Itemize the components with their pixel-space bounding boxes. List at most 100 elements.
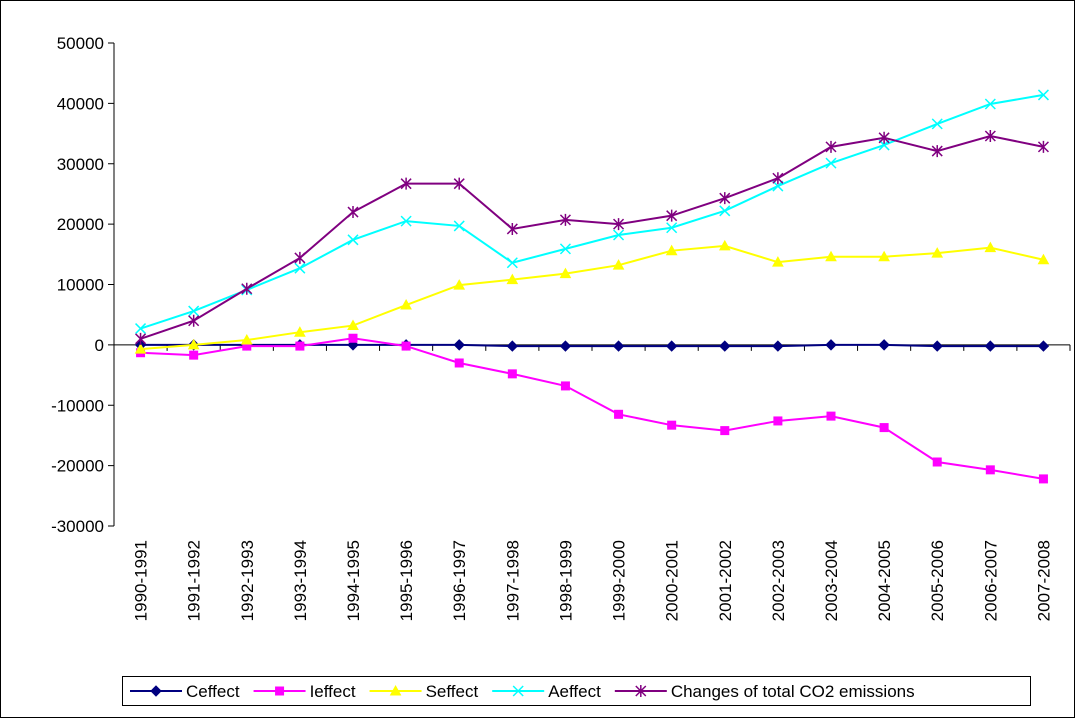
series-line <box>140 134 1044 340</box>
data-point <box>559 213 571 226</box>
data-point <box>666 222 678 234</box>
data-point <box>294 262 306 274</box>
legend-marker <box>512 685 524 697</box>
legend-label: Ceffect <box>186 682 240 701</box>
data-point <box>719 192 731 205</box>
x-tick-label: 2006-2007 <box>981 540 1000 621</box>
data-point <box>454 358 464 368</box>
legend-marker <box>389 684 402 696</box>
y-tick-label: -30000 <box>51 517 104 536</box>
data-point <box>826 411 836 421</box>
legend-marker <box>635 685 647 697</box>
data-point <box>1038 474 1048 484</box>
x-tick-label: 1994-1995 <box>344 540 363 621</box>
y-tick-label: 50000 <box>57 34 104 53</box>
data-point <box>931 247 944 258</box>
series-line <box>140 337 1044 480</box>
x-tick-label: 1991-1992 <box>185 540 204 621</box>
series-line <box>140 343 1044 348</box>
data-point <box>932 457 942 467</box>
data-point <box>453 279 466 290</box>
data-point <box>560 381 570 391</box>
data-point <box>772 256 784 267</box>
x-tick-label: 2000-2001 <box>663 540 682 621</box>
data-point <box>347 234 359 246</box>
data-point <box>931 145 943 158</box>
data-point <box>507 369 517 379</box>
data-point <box>400 298 412 310</box>
legend-label: Ieffect <box>310 682 356 701</box>
data-point <box>878 131 890 144</box>
x-tick-label: 1990-1991 <box>132 540 151 621</box>
data-point <box>614 409 624 419</box>
x-tick-label: 2007-2008 <box>1034 540 1053 621</box>
data-point <box>559 267 572 279</box>
data-point <box>984 129 996 142</box>
x-tick-label: 2005-2006 <box>928 540 947 621</box>
x-tick-label: 2002-2003 <box>769 540 788 621</box>
data-point <box>667 420 677 430</box>
data-point <box>506 340 519 352</box>
data-point <box>825 157 837 169</box>
data-point <box>135 332 147 345</box>
data-point <box>559 340 572 352</box>
data-point <box>612 259 625 270</box>
data-point <box>878 339 890 351</box>
y-tick-label: 20000 <box>57 215 104 234</box>
data-point <box>240 334 253 345</box>
data-point <box>401 341 411 351</box>
data-point <box>188 314 200 327</box>
data-point <box>400 177 412 190</box>
data-point <box>985 465 995 475</box>
data-point <box>506 222 518 235</box>
data-point <box>613 229 625 241</box>
legend-label: Changes of total CO2 emissions <box>671 682 915 701</box>
data-point <box>506 257 518 269</box>
data-point <box>294 326 306 337</box>
data-point <box>1037 340 1050 352</box>
data-point <box>188 305 200 317</box>
x-tick-label: 1992-1993 <box>238 540 257 621</box>
data-point <box>453 339 465 351</box>
data-point <box>347 319 359 331</box>
x-tick-label: 1997-1998 <box>503 540 522 621</box>
x-tick-label: 2001-2002 <box>716 540 735 621</box>
x-tick-label: 1998-1999 <box>556 540 575 621</box>
legend-marker <box>150 685 162 697</box>
data-point <box>719 340 731 352</box>
data-point <box>1037 253 1050 265</box>
data-point <box>825 250 837 262</box>
data-point <box>825 140 837 153</box>
legend-label: Aeffect <box>548 682 601 701</box>
data-point <box>295 341 305 351</box>
series-line <box>140 93 1044 330</box>
data-point <box>878 250 890 262</box>
x-tick-label: 1996-1997 <box>450 540 469 621</box>
data-point <box>559 243 571 255</box>
data-point <box>720 426 730 436</box>
data-point <box>134 343 147 354</box>
data-point <box>1037 89 1049 101</box>
data-point <box>1037 140 1049 153</box>
data-point <box>665 244 678 256</box>
x-tick-label: 1995-1996 <box>397 540 416 621</box>
x-tick-label: 2004-2005 <box>875 540 894 621</box>
data-point <box>453 220 465 232</box>
data-point <box>400 215 412 227</box>
data-point <box>294 251 306 264</box>
series-line <box>140 244 1044 351</box>
data-point <box>612 340 625 352</box>
data-point <box>772 172 784 185</box>
data-point <box>931 118 943 130</box>
y-tick-label: 40000 <box>57 94 104 113</box>
data-point <box>719 205 731 217</box>
data-point <box>772 340 784 352</box>
data-point <box>453 177 465 190</box>
data-point <box>189 350 199 360</box>
data-point <box>984 241 997 253</box>
data-point <box>187 338 200 350</box>
x-tick-label: 1999-2000 <box>610 540 629 621</box>
legend-label: Seffect <box>426 682 479 701</box>
